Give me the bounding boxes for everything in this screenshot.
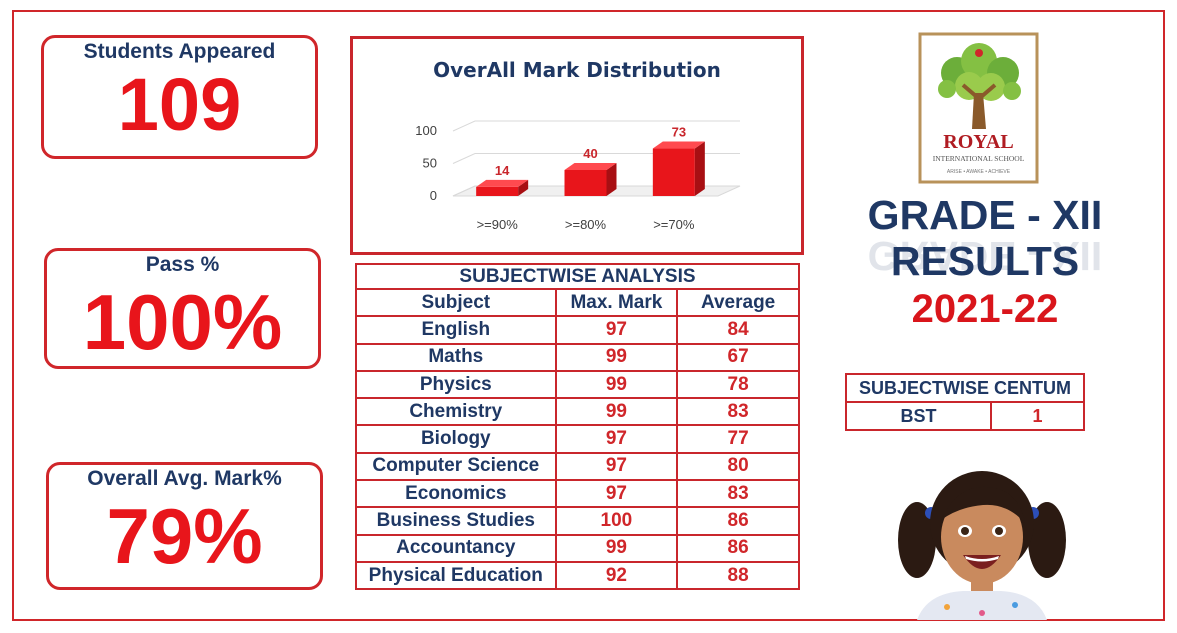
results-heading: RESULTS [890,238,1080,284]
average-mark: 78 [676,369,800,400]
max-mark: 97 [554,424,679,454]
max-mark: 99 [554,533,679,563]
column-header-average: Average [676,287,800,318]
page-frame [12,10,1165,621]
average-mark: 83 [676,479,800,509]
subject-name: Computer Science [355,451,557,482]
subject-name: Business Studies [355,506,557,536]
table-row: Physics 99 78 [355,369,800,400]
year-heading: 2021-22 [911,287,1059,331]
students-appeared-card: Students Appeared 109 [41,35,318,159]
x-tick-label: >=90% [477,217,519,232]
pass-percent-label: Pass % [145,253,220,276]
table-row: Economics 97 83 [355,479,800,509]
max-mark: 99 [554,397,679,427]
logo-name: ROYAL [943,131,1013,153]
max-mark: 100 [554,506,679,536]
y-tick-label: 0 [430,188,437,203]
max-mark: 97 [554,451,679,482]
subject-name: Accountancy [355,533,557,563]
overall-avg-card: Overall Avg. Mark% 79% [46,462,323,590]
data-label: 14 [495,163,510,178]
overall-avg-label: Overall Avg. Mark% [87,467,282,490]
table-row: Physical Education 92 88 [355,560,800,591]
gridline [452,153,740,164]
table-row: English 97 84 [355,315,800,345]
x-tick-label: >=70% [653,217,695,232]
max-mark: 99 [554,342,679,372]
average-mark: 86 [676,533,800,563]
subject-name: Physical Education [355,560,557,591]
subject-name: English [355,315,557,345]
logo-subtitle: INTERNATIONAL SCHOOL [933,154,1025,163]
y-tick-label: 50 [423,156,437,171]
tree-icon: ROYAL INTERNATIONAL SCHOOL ARISE • AWAKE… [918,32,1039,184]
girl-illustration [898,471,1066,620]
average-mark: 77 [676,424,800,454]
table-row: Accountancy 99 86 [355,533,800,563]
centum-subject: BST [845,401,992,431]
bar [476,186,519,196]
average-mark: 67 [676,342,800,372]
subject-name: Biology [355,424,557,454]
subject-name: Maths [355,342,557,372]
student-photo [897,465,1067,620]
x-tick-label: >=80% [565,217,607,232]
average-mark: 88 [676,560,800,591]
average-mark: 80 [676,451,800,482]
max-mark: 97 [554,315,679,345]
grade-heading: GRADE - XII [867,192,1103,238]
average-mark: 84 [676,315,800,345]
data-label: 73 [672,125,686,140]
table-row: Biology 97 77 [355,424,800,454]
bar-side [606,163,617,196]
max-mark: 92 [554,560,679,591]
bar [564,170,607,196]
subjectwise-table-title: SUBJECTWISE ANALYSIS [355,263,800,290]
bar-side [518,179,529,196]
average-mark: 83 [676,397,800,427]
students-appeared-value: 109 [117,63,242,146]
table-row: Computer Science 97 80 [355,451,800,482]
pass-percent-card: Pass % 100% [44,248,321,369]
bar-top [476,179,529,187]
subjectwise-analysis-table: SUBJECTWISE ANALYSIS Subject Max. Mark A… [355,263,800,591]
logo-tagline: ARISE • AWAKE • ACHIEVE [947,169,1011,175]
centum-count: 1 [990,401,1085,431]
column-header-max-mark: Max. Mark [554,287,679,318]
max-mark: 97 [554,479,679,509]
bar-top [652,141,705,149]
overall-avg-value: 79% [106,492,263,580]
school-logo: ROYAL INTERNATIONAL SCHOOL ARISE • AWAKE… [917,31,1040,185]
gridline [452,120,740,132]
mark-distribution-chart: OverAll Mark Distribution 0 50 100 14 >=90% 4… [350,36,804,255]
bar [652,148,695,196]
gridline [452,185,740,197]
column-header-subject: Subject [355,287,557,318]
table-row: Maths 99 67 [355,342,800,372]
subject-name: Economics [355,479,557,509]
students-appeared-label: Students Appeared [83,40,276,63]
max-mark: 99 [554,369,679,400]
table-row: Chemistry 99 83 [355,397,800,427]
bar-side [694,141,705,196]
average-mark: 86 [676,506,800,536]
chart-title: OverAll Mark Distribution [433,58,721,82]
table-row: Business Studies 100 86 [355,506,800,536]
y-tick-label: 100 [415,123,437,138]
table-row: BST 1 [845,401,1085,431]
centum-table-title: SUBJECTWISE CENTUM [845,373,1085,403]
data-label: 40 [583,146,597,161]
subject-name: Physics [355,369,557,400]
subject-name: Chemistry [355,397,557,427]
subjectwise-centum-table: SUBJECTWISE CENTUM BST 1 [845,373,1085,431]
pass-percent-value: 100% [82,278,283,366]
chart-svg: OverAll Mark Distribution 0 50 100 14 >=90% 4… [415,58,741,232]
bar-top [564,163,617,170]
